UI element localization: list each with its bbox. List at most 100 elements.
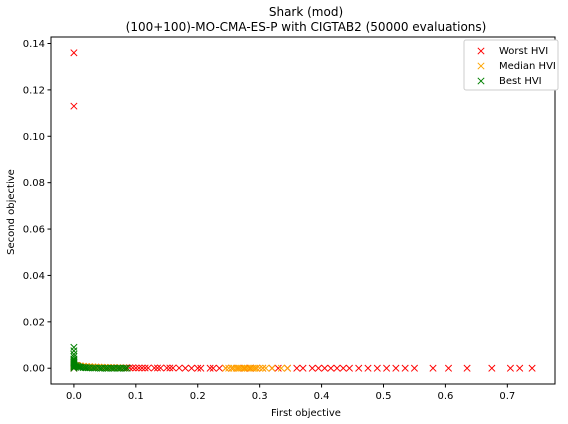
chart-title-line2: (100+100)-MO-CMA-ES-P with CIGTAB2 (5000… <box>126 20 487 34</box>
point-worst <box>333 364 341 372</box>
point-median <box>256 364 264 372</box>
point-worst <box>355 364 363 372</box>
x-tick-label: 0.4 <box>314 391 330 402</box>
x-axis-ticks: 0.0 0.1 0.2 0.3 0.4 0.5 0.6 0.7 <box>66 384 515 402</box>
point-worst <box>129 364 137 372</box>
point-worst <box>299 364 307 372</box>
point-worst <box>345 364 353 372</box>
x-tick-label: 0.6 <box>437 391 453 402</box>
x-axis-label: First objective <box>271 408 341 419</box>
x-tick-label: 0.5 <box>376 391 392 402</box>
point-best <box>70 343 78 351</box>
point-best <box>70 347 78 355</box>
point-worst <box>166 364 174 372</box>
point-worst <box>150 364 158 372</box>
point-worst <box>157 364 165 372</box>
point-worst <box>401 364 409 372</box>
x-tick-label: 0.2 <box>190 391 206 402</box>
point-worst <box>383 364 391 372</box>
legend-marker-worst <box>477 47 485 55</box>
point-worst <box>373 364 381 372</box>
point-worst <box>528 364 536 372</box>
point-worst <box>138 364 146 372</box>
point-median <box>253 364 261 372</box>
legend-label-median: Median HVI <box>499 61 556 72</box>
y-tick-label: 0.00 <box>23 364 45 375</box>
point-best <box>121 364 129 372</box>
y-tick-label: 0.08 <box>23 178 45 189</box>
point-worst <box>70 49 78 57</box>
y-axis-ticks: 0.00 0.02 0.04 0.06 0.08 0.10 0.12 0.14 <box>23 39 51 375</box>
legend-entry-median: Median HVI <box>477 61 556 72</box>
point-worst <box>175 364 183 372</box>
point-best <box>123 364 131 372</box>
point-worst <box>215 364 223 372</box>
y-tick-label: 0.14 <box>23 39 45 50</box>
point-worst <box>206 364 214 372</box>
legend-label-worst: Worst HVI <box>499 46 548 57</box>
point-median <box>259 364 267 372</box>
point-worst <box>327 364 335 372</box>
point-worst <box>506 364 514 372</box>
series-best <box>70 343 131 372</box>
y-tick-label: 0.04 <box>23 271 45 282</box>
x-tick-label: 0.1 <box>128 391 144 402</box>
legend-marker-median <box>477 62 485 70</box>
legend-entry-worst: Worst HVI <box>477 46 548 57</box>
point-worst <box>194 364 202 372</box>
point-worst <box>163 364 171 372</box>
point-worst <box>308 364 316 372</box>
point-worst <box>135 364 143 372</box>
legend-x-worst <box>477 47 485 55</box>
point-worst <box>70 102 78 110</box>
legend-x-best <box>477 77 485 85</box>
axes-frame <box>50 36 556 385</box>
point-median <box>268 364 276 372</box>
point-median <box>222 364 230 372</box>
point-worst <box>169 364 177 372</box>
y-tick-label: 0.12 <box>23 85 45 96</box>
point-worst <box>274 364 282 372</box>
point-worst <box>314 364 323 372</box>
point-worst <box>321 364 329 372</box>
point-worst <box>153 364 162 372</box>
legend-box <box>463 39 559 91</box>
point-worst <box>132 364 140 372</box>
point-worst <box>444 364 453 372</box>
point-worst <box>144 364 152 372</box>
x-tick-label: 0.7 <box>499 391 515 402</box>
y-axis-label: Second objective <box>6 169 17 255</box>
point-worst <box>392 364 400 372</box>
point-worst <box>516 364 524 372</box>
plot-area: 0.0 0.1 0.2 0.3 0.4 0.5 0.6 0.7 0.000.020.040.0… <box>23 36 556 402</box>
x-tick-label: 0.3 <box>252 391 268 402</box>
legend-x-median <box>477 62 485 70</box>
point-worst <box>463 364 471 372</box>
point-worst <box>141 364 149 372</box>
y-tick-label: 0.10 <box>23 132 45 143</box>
point-worst <box>339 364 347 372</box>
x-tick-label: 0.0 <box>66 391 82 402</box>
chart-title-line1: Shark (mod) <box>269 5 343 19</box>
y-tick-label: 0.02 <box>23 317 45 328</box>
series-worst <box>70 49 536 372</box>
point-worst <box>187 364 196 372</box>
point-worst <box>410 364 419 372</box>
point-worst <box>181 364 189 372</box>
point-worst <box>209 364 217 372</box>
point-median <box>277 364 285 372</box>
legend-marker-best <box>477 77 485 85</box>
point-worst <box>293 364 301 372</box>
point-worst <box>488 364 496 372</box>
series-layer <box>70 49 536 372</box>
point-worst <box>364 364 372 372</box>
legend-label-best: Best HVI <box>499 76 542 87</box>
point-median <box>262 364 270 372</box>
legend: Worst HVI Median HVI Best HVI <box>463 39 559 91</box>
legend-entry-best: Best HVI <box>477 76 542 87</box>
point-worst <box>429 364 437 372</box>
point-worst <box>197 364 205 372</box>
point-median <box>283 364 292 372</box>
y-tick-label: 0.06 <box>23 225 45 236</box>
